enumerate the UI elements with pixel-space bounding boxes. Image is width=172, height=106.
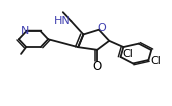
Text: O: O bbox=[93, 60, 102, 73]
Text: Cl: Cl bbox=[122, 49, 133, 59]
Text: N: N bbox=[21, 26, 30, 36]
Text: HN: HN bbox=[54, 16, 71, 26]
Text: Cl: Cl bbox=[150, 56, 161, 66]
Text: O: O bbox=[98, 23, 106, 33]
